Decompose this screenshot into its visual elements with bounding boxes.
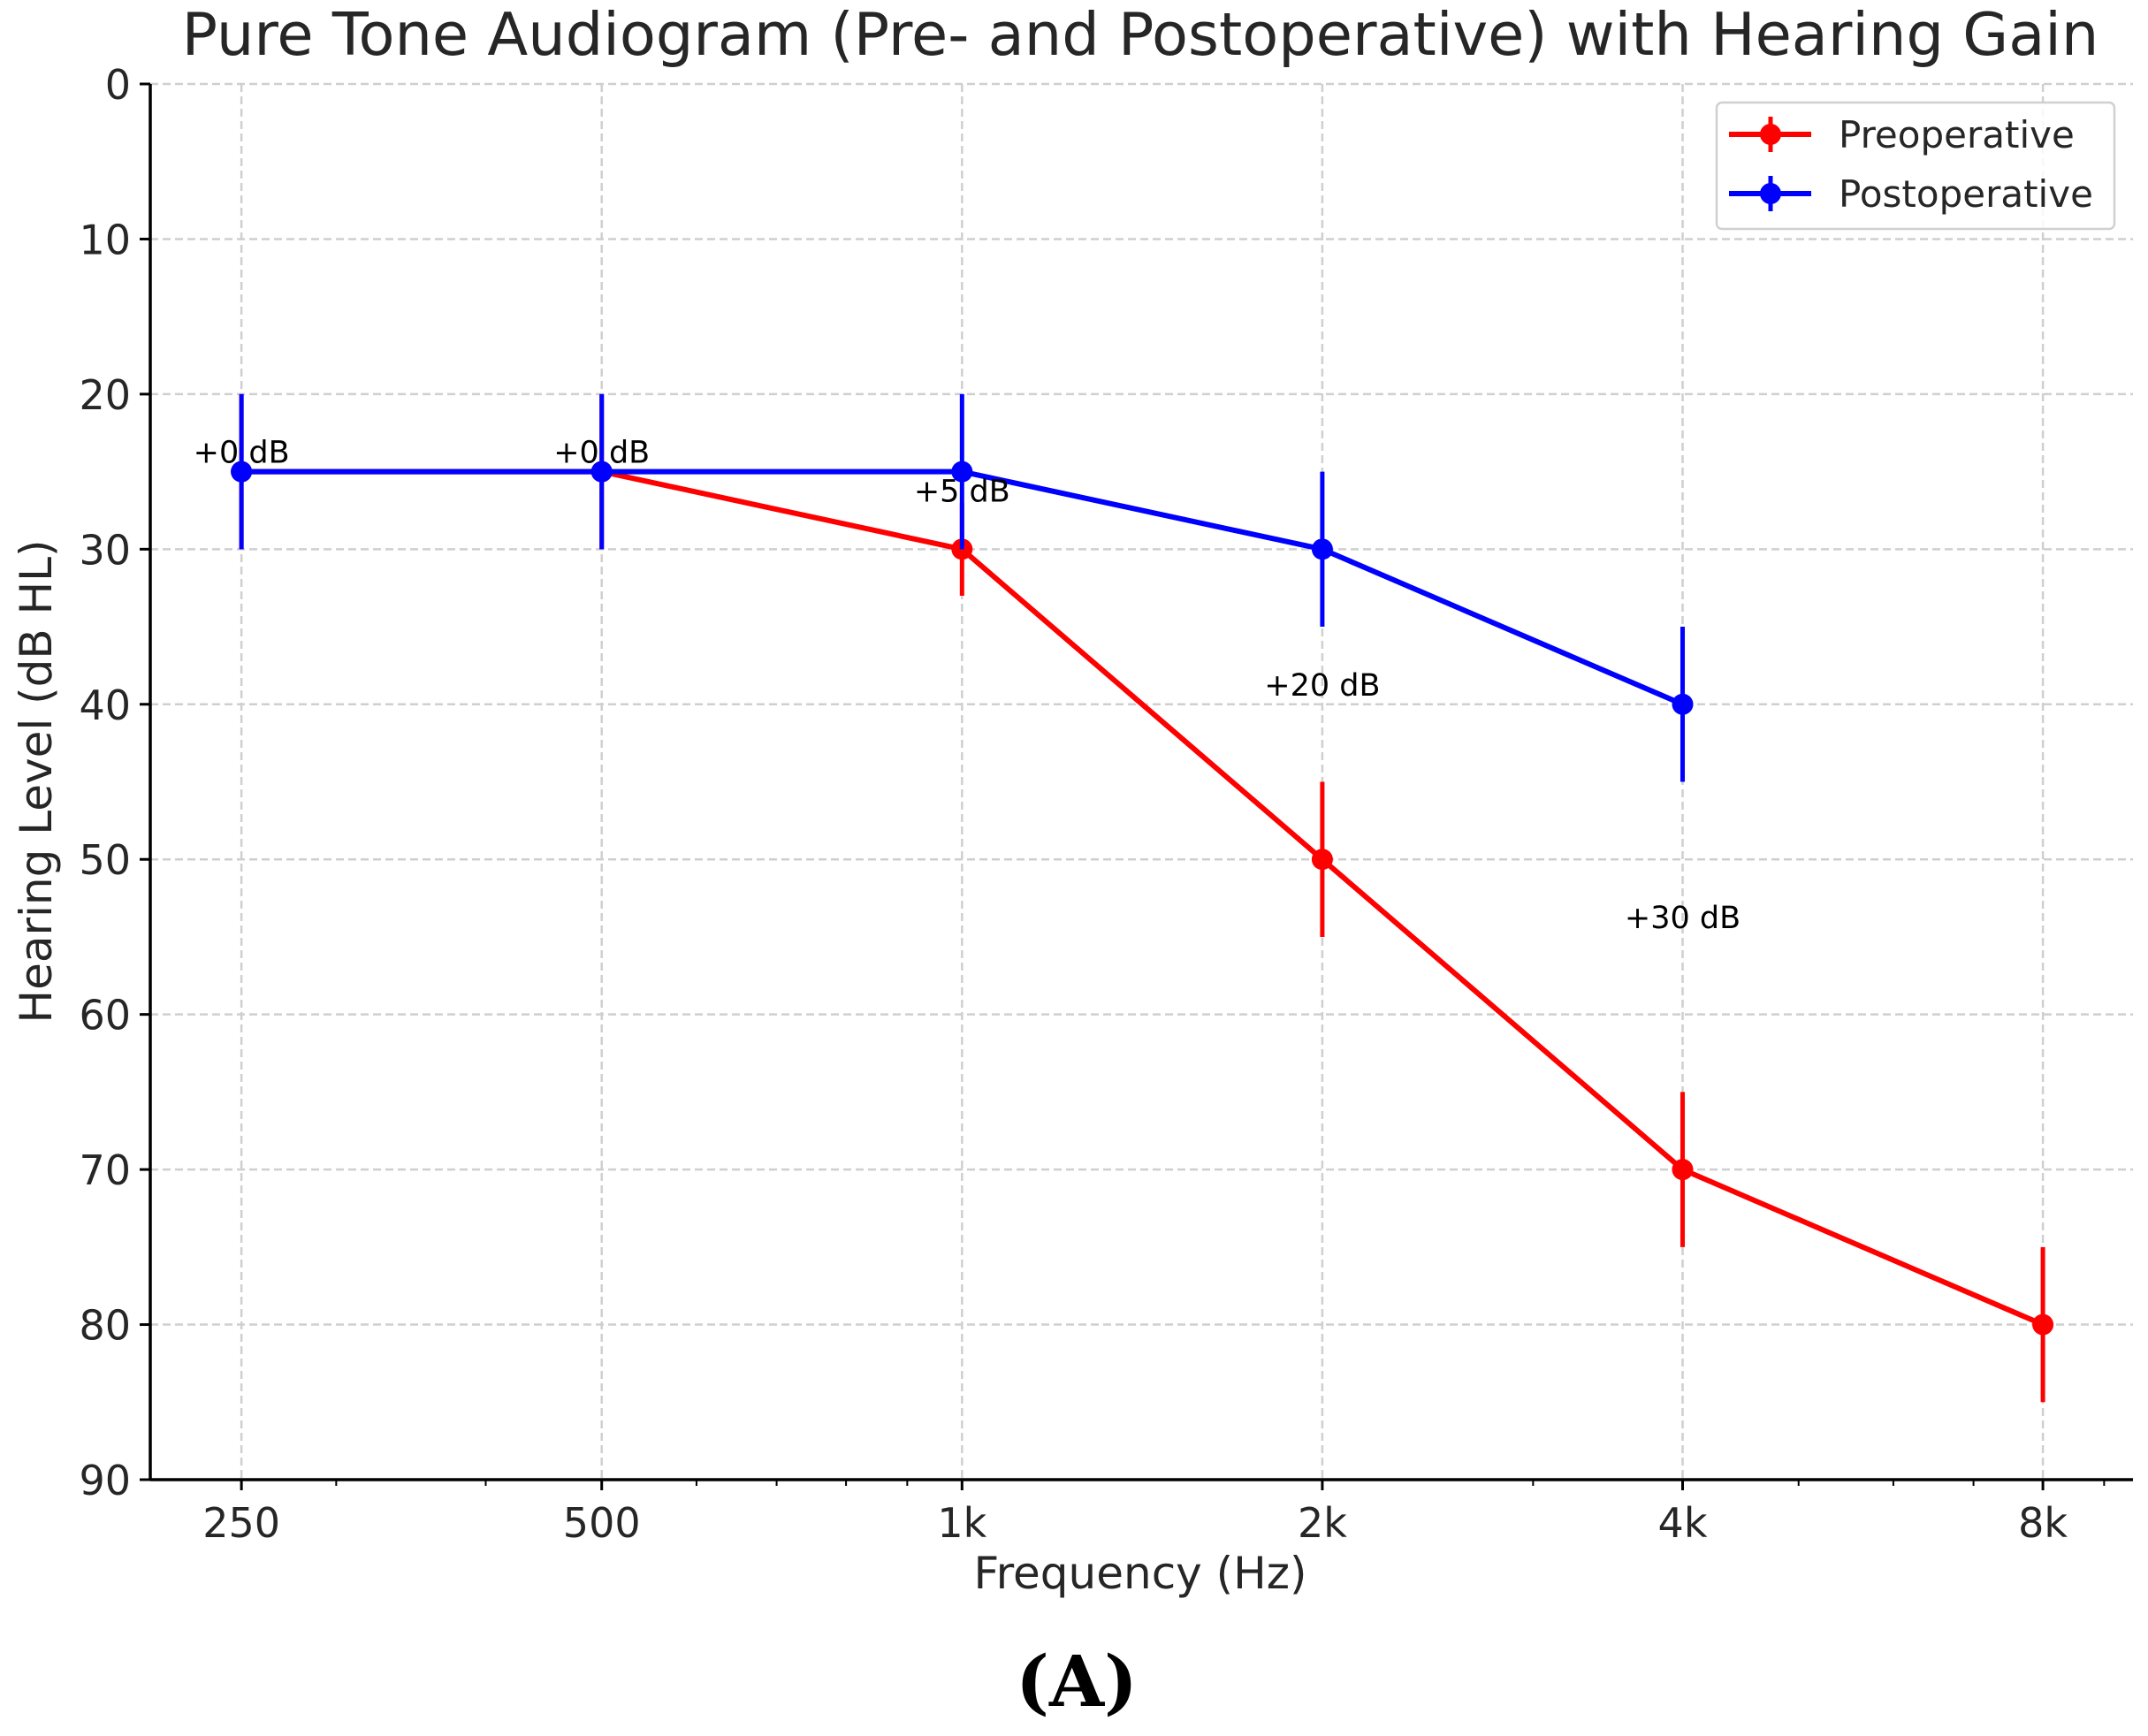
legend-label: Postoperative [1839,172,2093,216]
axes: 0 10 20 30 40 50 60 70 80 90 250 500 1k 2k 4k 8k [79,61,2133,1547]
y-tick-label: 30 [79,526,131,574]
chart-title: Pure Tone Audiogram (Pre- and Postoperat… [182,0,2099,69]
data-point [2032,1313,2054,1336]
series-line [241,468,2045,1328]
y-tick-label: 90 [79,1457,131,1504]
legend-item-postoperative: Postoperative [1729,172,2093,216]
gain-annotation: +0 dB [194,436,290,471]
x-tick-label: 1k [937,1499,986,1547]
y-tick-label: 50 [79,836,131,884]
gain-annotation: +5 dB [914,474,1010,509]
legend-item-preoperative: Preoperative [1729,113,2075,156]
data-point [1672,1159,1694,1181]
x-tick-label: 8k [2018,1499,2068,1547]
x-tick-label: 250 [202,1499,280,1547]
series-layer [231,393,2054,1403]
grid [150,82,2133,1481]
x-tick-label: 2k [1298,1499,1347,1547]
y-tick-label: 10 [79,216,131,263]
y-tick-label: 20 [79,371,131,419]
data-point [590,461,613,483]
data-point [951,461,973,483]
x-tick-label: 500 [563,1499,641,1547]
data-point [231,461,253,483]
y-tick-label: 60 [79,992,131,1039]
legend-marker-icon [1760,124,1781,145]
data-point [1311,849,1333,871]
x-tick-label: 4k [1658,1499,1708,1547]
y-axis-label: Hearing Level (dB HL) [11,539,62,1023]
y-tick-label: 40 [79,681,131,729]
legend: Preoperative Postoperative [1715,101,2116,231]
gain-annotation: +30 dB [1625,901,1740,936]
legend-marker-icon [1760,183,1781,204]
y-tick-label: 70 [79,1146,131,1194]
x-axis-label: Frequency (Hz) [973,1548,1306,1599]
figure-label: (A) [1016,1640,1138,1723]
gain-annotation: +0 dB [553,436,650,471]
annotations: +0 dB +0 dB +5 dB +20 dB +30 dB [194,436,1740,936]
y-tick-label: 0 [105,61,131,109]
data-point [1311,538,1333,560]
legend-label: Preoperative [1839,113,2075,156]
series-postoperative [231,393,1694,782]
series-preoperative [231,393,2054,1403]
legend-box [1715,101,2116,231]
data-point [1672,693,1694,715]
y-tick-label: 80 [79,1302,131,1350]
gain-annotation: +20 dB [1264,668,1380,704]
